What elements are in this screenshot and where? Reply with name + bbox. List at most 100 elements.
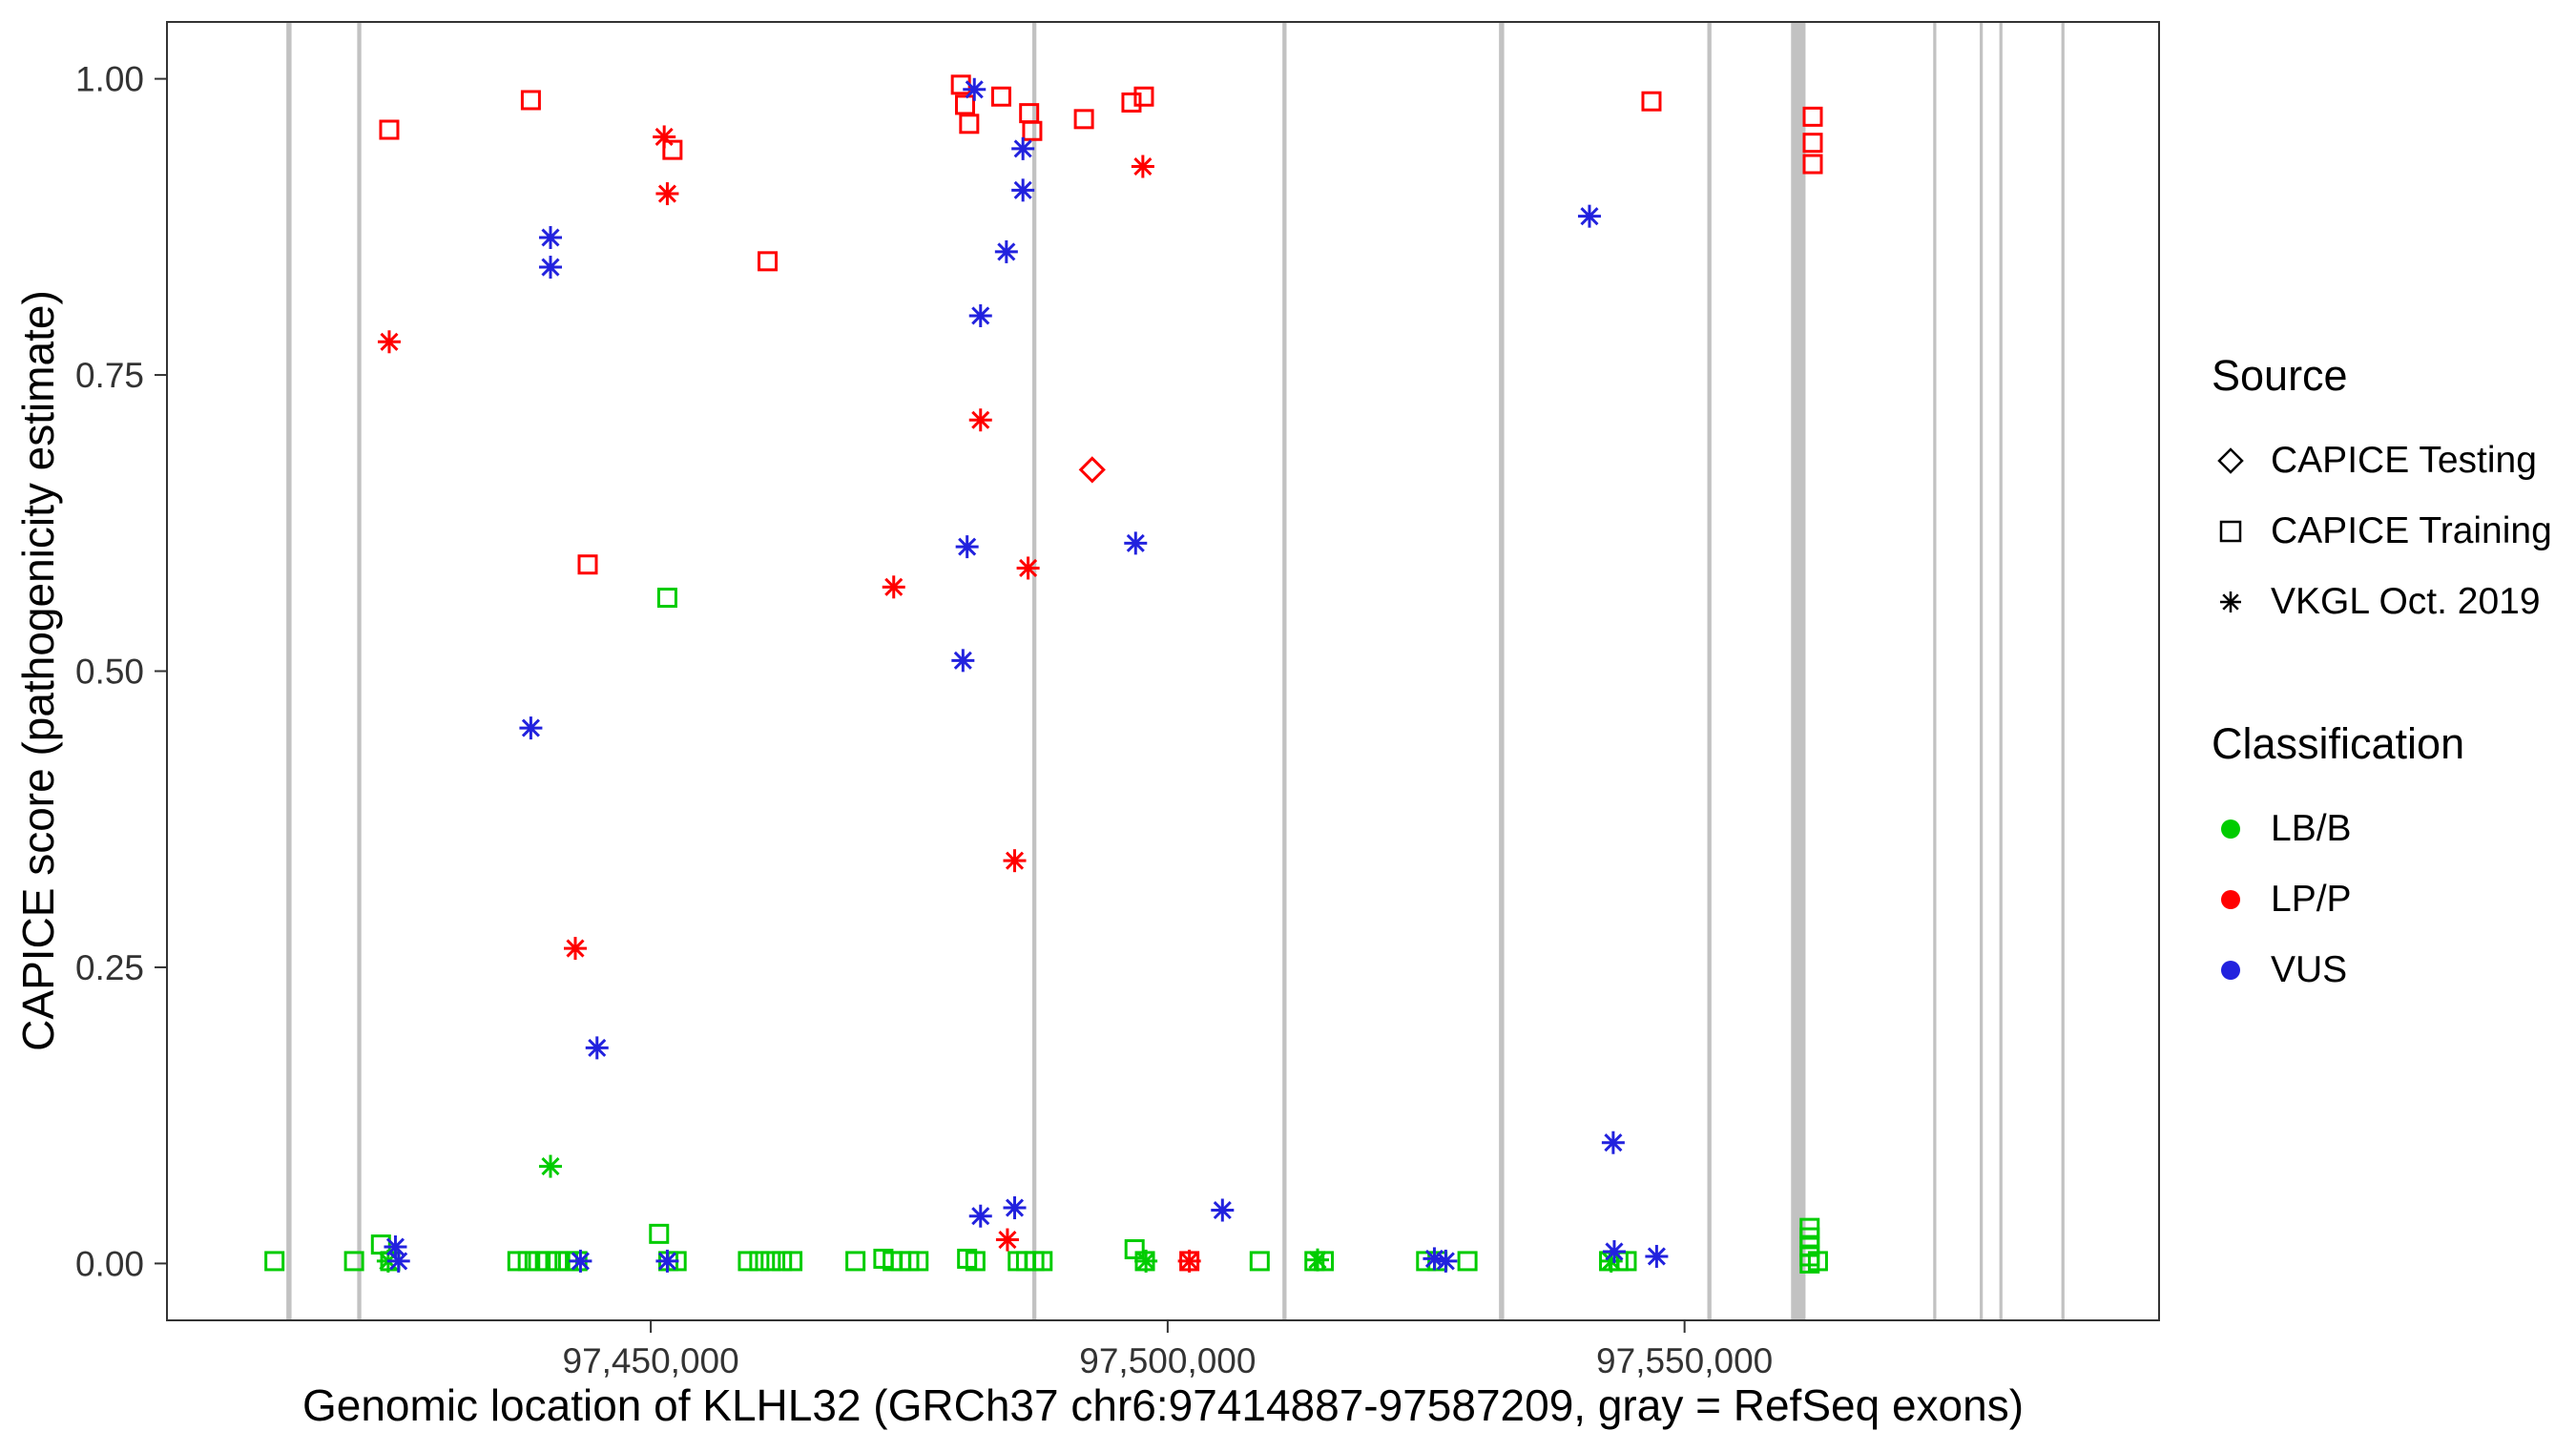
legend-source-title: Source bbox=[2212, 351, 2348, 400]
refseq-exon bbox=[1980, 22, 1984, 1320]
data-point-square bbox=[1641, 91, 1662, 112]
data-point-asterisk bbox=[538, 1154, 562, 1178]
legend-item-label: VKGL Oct. 2019 bbox=[2271, 581, 2541, 622]
diamond-icon bbox=[2217, 447, 2244, 474]
asterisk-icon bbox=[2220, 591, 2241, 612]
legend-item-label: CAPICE Testing bbox=[2271, 440, 2537, 481]
legend-item-capice-testing: CAPICE Testing bbox=[2212, 425, 2552, 496]
data-point-asterisk bbox=[564, 937, 588, 961]
data-point-asterisk bbox=[538, 226, 562, 250]
data-point-asterisk bbox=[1016, 556, 1040, 580]
data-point-square bbox=[908, 1251, 929, 1272]
x-tick-label: 97,450,000 bbox=[563, 1341, 739, 1380]
data-point-asterisk bbox=[1011, 178, 1035, 202]
refseq-exon bbox=[357, 22, 362, 1320]
legend-item-lpp: LP/P bbox=[2212, 864, 2552, 935]
refseq-exon bbox=[2061, 22, 2065, 1320]
data-point-square bbox=[1124, 1238, 1145, 1259]
y-axis-label: CAPICE score (pathogenicity estimate) bbox=[13, 290, 63, 1051]
data-point-square bbox=[737, 1251, 758, 1272]
data-point-asterisk bbox=[384, 1235, 407, 1259]
data-point-square bbox=[772, 1251, 793, 1272]
y-tick-label: 0.50 bbox=[75, 653, 144, 692]
data-point-asterisk bbox=[1305, 1248, 1329, 1272]
data-point-asterisk bbox=[882, 575, 905, 599]
data-point-square bbox=[649, 1223, 670, 1244]
data-point-square bbox=[760, 1251, 781, 1272]
data-point-asterisk bbox=[377, 330, 401, 354]
data-point-square bbox=[507, 1251, 528, 1272]
data-point-square bbox=[656, 588, 677, 609]
data-point-square bbox=[959, 114, 980, 135]
data-point-square bbox=[990, 86, 1011, 107]
data-point-square bbox=[1457, 1251, 1478, 1272]
data-point-asterisk bbox=[519, 716, 543, 740]
legend-item-vkgl: VKGL Oct. 2019 bbox=[2212, 567, 2552, 637]
data-point-square bbox=[537, 1251, 558, 1272]
data-point-square bbox=[845, 1251, 866, 1272]
data-point-asterisk bbox=[1011, 136, 1035, 160]
data-point-asterisk bbox=[968, 408, 992, 432]
refseq-exon bbox=[1791, 22, 1806, 1320]
data-point-asterisk bbox=[1602, 1239, 1626, 1263]
data-point-square bbox=[548, 1251, 569, 1272]
data-point-square bbox=[749, 1251, 770, 1272]
data-point-square bbox=[1022, 120, 1043, 141]
legend-item-label: CAPICE Training bbox=[2271, 510, 2552, 551]
data-point-asterisk bbox=[1124, 531, 1148, 555]
data-point-asterisk bbox=[951, 649, 975, 673]
data-point-square bbox=[379, 119, 400, 140]
lbb-dot-icon bbox=[2221, 819, 2240, 839]
data-point-square bbox=[343, 1251, 364, 1272]
data-point-square bbox=[1802, 133, 1823, 154]
data-point-asterisk bbox=[995, 1228, 1019, 1252]
refseq-exon bbox=[1707, 22, 1712, 1320]
data-point-square bbox=[1073, 109, 1094, 130]
refseq-exon bbox=[1282, 22, 1287, 1320]
legend-item-lbb: LB/B bbox=[2212, 794, 2552, 864]
data-point-asterisk bbox=[386, 1249, 410, 1273]
data-point-square bbox=[1249, 1251, 1270, 1272]
data-point-square bbox=[782, 1251, 803, 1272]
legend-item-vus: VUS bbox=[2212, 935, 2552, 1006]
data-point-square bbox=[1032, 1251, 1053, 1272]
refseq-exon bbox=[286, 22, 292, 1320]
y-tick-label: 0.00 bbox=[75, 1244, 144, 1283]
data-point-asterisk bbox=[968, 303, 992, 327]
data-point-square bbox=[517, 1251, 538, 1272]
data-point-square bbox=[520, 90, 541, 111]
legend-item-label: VUS bbox=[2271, 949, 2348, 990]
data-point-square bbox=[758, 251, 779, 272]
data-point-square bbox=[955, 94, 976, 115]
data-point-asterisk bbox=[1134, 1249, 1158, 1273]
data-point-asterisk bbox=[994, 239, 1018, 263]
refseq-exon bbox=[1933, 22, 1937, 1320]
refseq-exon bbox=[1999, 22, 2003, 1320]
data-point-square bbox=[662, 139, 683, 160]
data-point-square bbox=[1133, 86, 1154, 107]
vus-dot-icon bbox=[2221, 961, 2240, 980]
data-point-asterisk bbox=[585, 1036, 609, 1060]
data-point-square bbox=[1802, 154, 1823, 175]
x-tick-label: 97,500,000 bbox=[1079, 1341, 1256, 1380]
data-point-asterisk bbox=[1003, 1196, 1027, 1220]
data-point-asterisk bbox=[1211, 1198, 1235, 1222]
data-point-asterisk bbox=[655, 1249, 679, 1273]
square-icon bbox=[2219, 520, 2242, 543]
data-point-diamond bbox=[1078, 456, 1106, 484]
data-point-asterisk bbox=[1577, 204, 1601, 228]
lpp-dot-icon bbox=[2221, 890, 2240, 909]
legend-spacer bbox=[2212, 637, 2552, 719]
data-point-asterisk bbox=[1131, 155, 1154, 178]
data-point-asterisk bbox=[1645, 1244, 1669, 1268]
legend: Source CAPICE Testing CAPICE Training bbox=[2212, 351, 2552, 1006]
y-tick-label: 1.00 bbox=[75, 60, 144, 99]
data-point-square bbox=[264, 1251, 285, 1272]
data-point-asterisk bbox=[1601, 1130, 1625, 1154]
plot-panel-border bbox=[166, 21, 2160, 1321]
data-point-square bbox=[577, 554, 598, 575]
data-point-asterisk bbox=[538, 256, 562, 280]
data-point-asterisk bbox=[1177, 1249, 1201, 1273]
